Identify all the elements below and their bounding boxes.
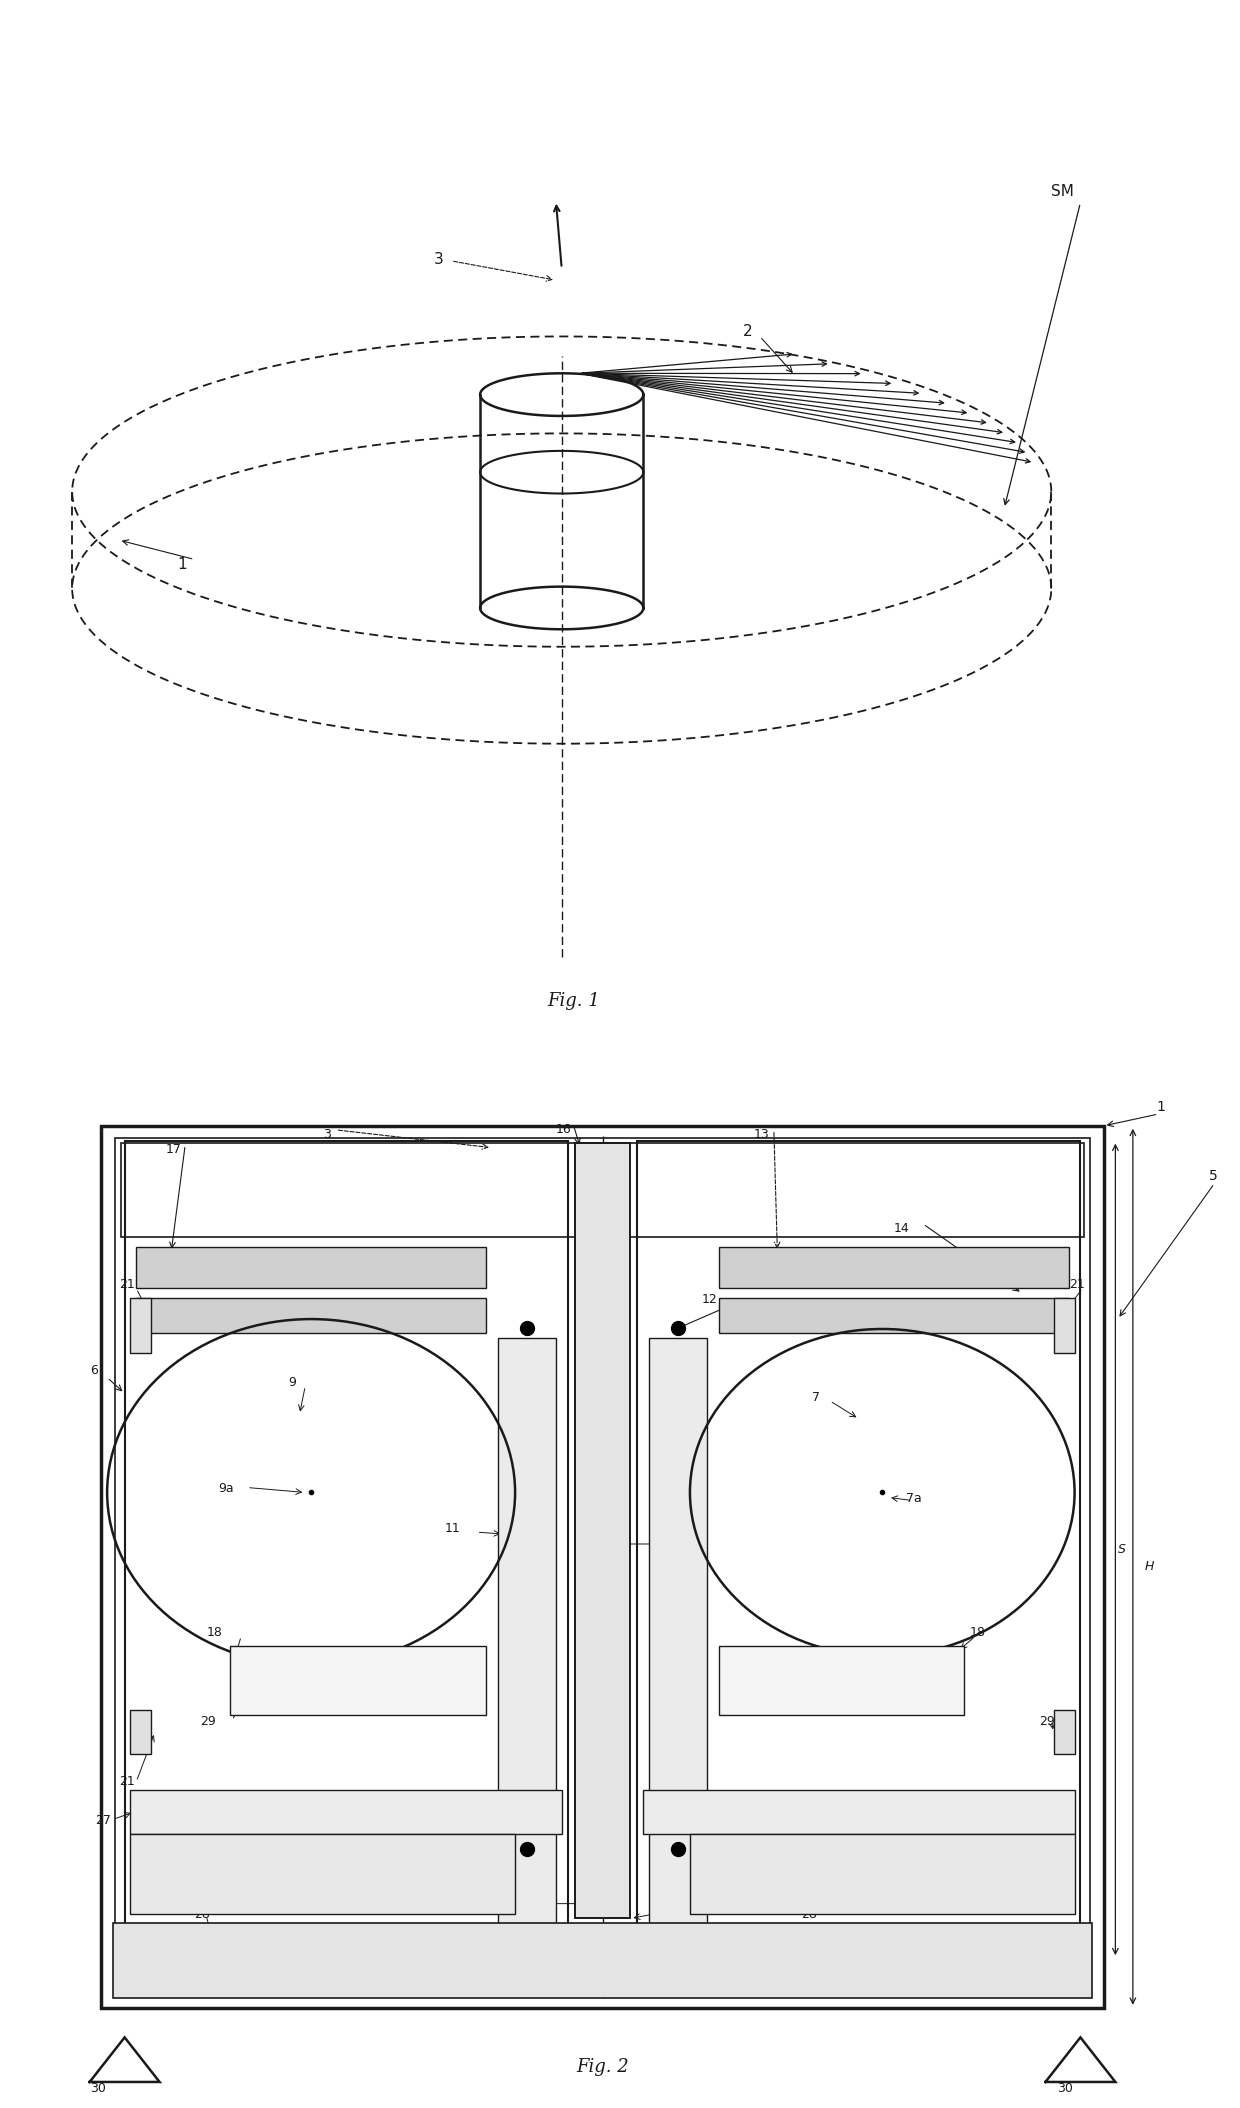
- Text: 1: 1: [177, 557, 187, 571]
- Text: 28: 28: [801, 1908, 817, 1922]
- Text: 14: 14: [894, 1223, 910, 1235]
- Bar: [102, 1126, 1104, 2007]
- Text: 21: 21: [119, 1775, 135, 1788]
- Text: 4: 4: [696, 1984, 703, 1996]
- Text: 3: 3: [434, 251, 443, 268]
- Text: 27: 27: [95, 1815, 112, 1828]
- Bar: [1054, 1710, 1075, 1754]
- Text: 13: 13: [754, 1128, 770, 1140]
- Bar: [1054, 1299, 1075, 1353]
- Bar: [719, 1246, 1069, 1288]
- Bar: [124, 1140, 568, 1958]
- Bar: [115, 1138, 1090, 1996]
- Bar: [130, 1834, 515, 1914]
- Bar: [637, 1140, 1080, 1958]
- Bar: [130, 1790, 562, 1834]
- Text: L: L: [610, 1562, 616, 1575]
- Text: 9a: 9a: [218, 1482, 233, 1495]
- Text: 20: 20: [748, 1680, 764, 1693]
- Text: 29: 29: [201, 1716, 216, 1729]
- Bar: [574, 1143, 630, 1918]
- Text: 7a: 7a: [905, 1492, 921, 1505]
- Bar: [130, 1299, 151, 1353]
- Text: 18: 18: [206, 1625, 222, 1640]
- Text: 21: 21: [1069, 1277, 1085, 1292]
- Bar: [130, 1710, 151, 1754]
- Text: 15: 15: [165, 1904, 181, 1916]
- Text: 16: 16: [556, 1124, 572, 1136]
- Text: 29: 29: [1039, 1716, 1055, 1729]
- Bar: [229, 1646, 486, 1716]
- Text: 12: 12: [702, 1292, 718, 1307]
- Bar: [644, 1790, 1075, 1834]
- Text: 30: 30: [1056, 2083, 1073, 2095]
- Text: 19: 19: [434, 1849, 449, 1861]
- Text: 16: 16: [650, 1904, 665, 1916]
- Bar: [719, 1299, 1069, 1332]
- Text: S: S: [1117, 1543, 1126, 1556]
- Text: Fig. 1: Fig. 1: [547, 991, 600, 1010]
- Text: SM: SM: [1052, 183, 1074, 198]
- Bar: [719, 1646, 963, 1716]
- Text: 21: 21: [119, 1277, 135, 1292]
- Text: 18: 18: [970, 1625, 986, 1640]
- Text: 2: 2: [743, 325, 751, 339]
- Text: 30: 30: [89, 2083, 105, 2095]
- Text: H: H: [1145, 1560, 1154, 1573]
- Text: 19: 19: [573, 1537, 589, 1549]
- Text: 27: 27: [730, 1819, 746, 1832]
- Bar: [497, 1339, 556, 1954]
- Text: Fig. 2: Fig. 2: [577, 2057, 629, 2076]
- Text: 5: 5: [1209, 1170, 1218, 1183]
- Text: 17: 17: [165, 1143, 181, 1155]
- Text: 28: 28: [195, 1908, 211, 1922]
- Text: B: B: [589, 1290, 598, 1303]
- Text: 6: 6: [89, 1364, 98, 1377]
- Text: 3: 3: [322, 1128, 331, 1140]
- Text: 9: 9: [288, 1377, 295, 1389]
- Text: 1: 1: [1156, 1100, 1166, 1113]
- Bar: [689, 1834, 1075, 1914]
- Text: 20: 20: [259, 1680, 274, 1693]
- Bar: [650, 1339, 707, 1954]
- Bar: [136, 1299, 486, 1332]
- Bar: [113, 1922, 1092, 1998]
- Bar: [136, 1246, 486, 1288]
- Text: 11: 11: [445, 1522, 461, 1535]
- Text: 7: 7: [812, 1391, 821, 1404]
- Bar: [122, 1143, 1084, 1237]
- Text: 12: 12: [511, 1899, 526, 1912]
